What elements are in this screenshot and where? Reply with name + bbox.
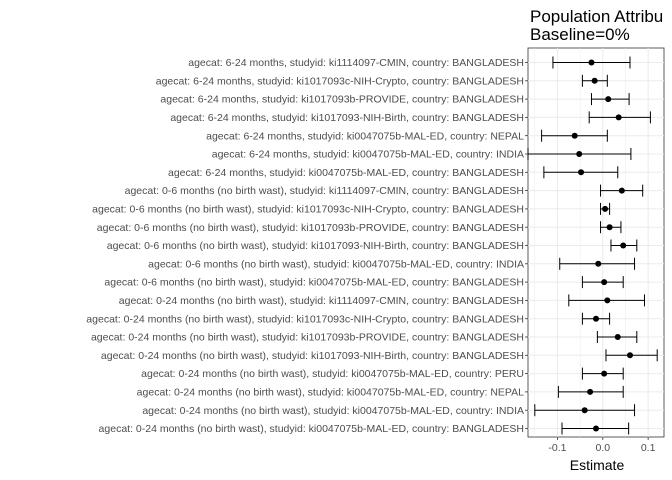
x-axis-title: Estimate (570, 457, 625, 473)
x-tick-label: 0.1 (641, 442, 656, 454)
y-tick-label: agecat: 6-24 months, studyid: ki1017093c… (156, 75, 524, 87)
y-tick-label: agecat: 6-24 months, studyid: ki0047075b… (206, 130, 524, 142)
estimate-point (614, 334, 621, 340)
y-tick-label: agecat: 0-6 months (no birth wast), stud… (148, 258, 524, 270)
estimate-point (627, 352, 633, 359)
estimate-point (576, 151, 583, 157)
y-tick-label: agecat: 0-24 months (no birth wast), stu… (99, 423, 524, 435)
estimate-point (602, 205, 609, 212)
estimate-point (601, 370, 608, 377)
y-tick-label: agecat: 0-24 months (no birth wast), stu… (141, 368, 524, 380)
y-tick-label: agecat: 0-6 months (no birth wast), stud… (125, 185, 524, 197)
x-axis-ticks: -0.1 0.0 0.1 (548, 437, 656, 454)
y-tick-label: agecat: 0-24 months (no birth wast), stu… (142, 405, 524, 417)
y-tick-label: agecat: 6-24 months, studyid: ki1017093b… (160, 94, 524, 106)
y-tick-label: agecat: 0-6 months (no birth wast), stud… (97, 222, 524, 234)
y-tick-label: agecat: 0-6 months (no birth wast), stud… (104, 277, 524, 289)
y-tick-label: agecat: 6-24 months, studyid: ki0047075b… (212, 149, 524, 161)
estimate-point (593, 425, 599, 432)
x-tick-label: -0.1 (548, 442, 566, 454)
y-tick-label: agecat: 0-6 months (no birth wast), stud… (92, 204, 524, 216)
y-tick-label: agecat: 6-24 months, studyid: ki1114097-… (188, 57, 524, 69)
chart-title: Population Attribu (530, 7, 663, 26)
y-tick-label: agecat: 6-24 months, studyid: ki0047075b… (168, 167, 524, 179)
estimate-point (571, 132, 578, 139)
plot-panel-background (527, 47, 665, 438)
y-tick-label: agecat: 0-24 months (no birth wast), stu… (91, 332, 524, 344)
estimate-point (591, 77, 598, 84)
estimate-point (615, 114, 622, 121)
y-tick-label: agecat: 0-24 months (no birth wast), stu… (137, 387, 524, 399)
y-tick-label: agecat: 0-6 months (no birth wast), stud… (107, 240, 524, 252)
estimate-point (620, 242, 627, 249)
estimate-point (578, 169, 585, 176)
estimate-point (581, 407, 588, 414)
estimate-point (595, 260, 602, 267)
estimate-point (587, 388, 594, 395)
y-tick-label: agecat: 0-24 months (no birth wast), stu… (101, 350, 524, 362)
estimate-point (588, 59, 595, 66)
y-axis-tick-labels: agecat: 6-24 months, studyid: ki1114097-… (86, 57, 528, 435)
estimate-point (604, 297, 611, 304)
y-tick-label: agecat: 0-24 months (no birth wast), stu… (119, 295, 524, 307)
estimate-point (593, 315, 599, 322)
y-tick-label: agecat: 6-24 months, studyid: ki1017093-… (170, 112, 524, 124)
chart-subtitle: Baseline=0% (530, 25, 630, 44)
x-tick-label: 0.0 (595, 442, 610, 454)
title-block: Population Attribu Baseline=0% (530, 7, 663, 44)
estimate-point (605, 96, 612, 103)
data-marks (527, 56, 658, 435)
estimate-point (606, 224, 613, 231)
estimate-point (618, 187, 625, 194)
y-tick-label: agecat: 0-24 months (no birth wast), stu… (86, 313, 524, 325)
estimate-point (601, 279, 608, 286)
